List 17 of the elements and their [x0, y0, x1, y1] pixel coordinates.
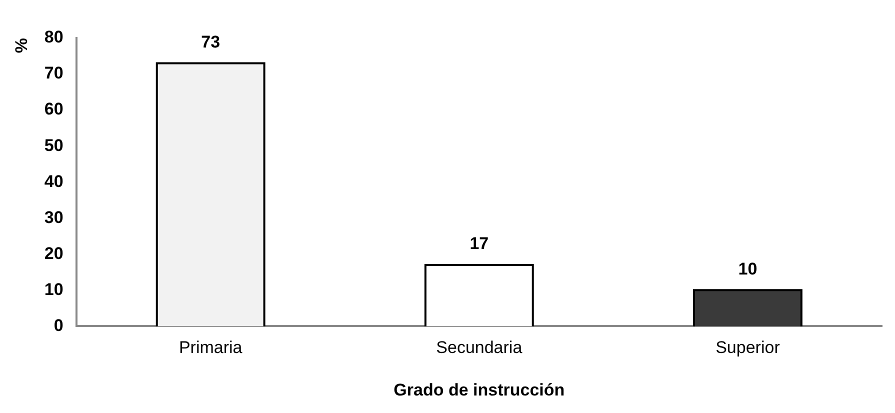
- data-label: 10: [738, 259, 758, 278]
- x-tick-label: Superior: [716, 338, 780, 358]
- y-tick-label: 50: [44, 136, 64, 155]
- x-tick-label: Secundaria: [436, 338, 523, 358]
- data-label: 73: [201, 32, 220, 52]
- x-tick-label: Primaria: [178, 338, 243, 358]
- data-label: 17: [470, 234, 489, 254]
- y-tick-label: 70: [44, 64, 64, 83]
- y-tick-label: 10: [44, 280, 64, 299]
- x-axis-title: Grado de instrucción: [394, 380, 565, 400]
- y-tick-label: 0: [54, 316, 64, 335]
- y-tick-label: 20: [44, 244, 64, 263]
- y-tick-label: 40: [44, 172, 64, 191]
- y-tick-label: 80: [44, 28, 64, 47]
- y-tick-label: 60: [44, 100, 64, 119]
- y-axis-title: %: [12, 38, 31, 54]
- y-tick-label: 30: [44, 208, 64, 227]
